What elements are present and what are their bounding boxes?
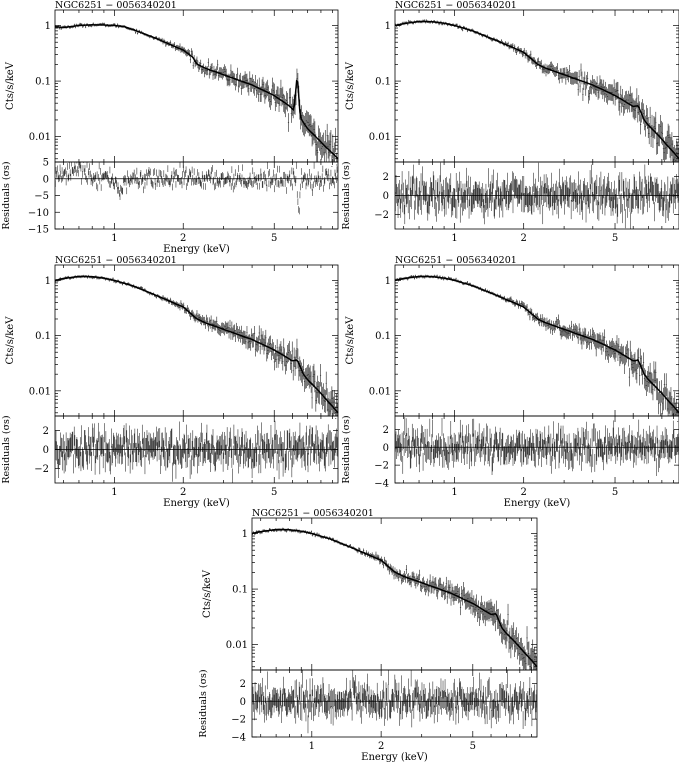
y-axis-label: Cts/s/keV (5, 61, 16, 110)
x-tick-label: 2 (520, 233, 526, 244)
y-tick-label: 0.1 (35, 331, 51, 342)
residual-y-axis-label: Residuals (σs) (1, 415, 12, 483)
residual-y-tick-label: −2 (374, 210, 389, 221)
model-curve (54, 24, 339, 160)
residual-y-axis-label: Residuals (σs) (341, 161, 352, 229)
panel-title: NGC6251 − 0056340201 (395, 0, 517, 11)
y-tick-label: 0.1 (375, 77, 391, 88)
main-axes-frame (394, 9, 679, 163)
data-points (54, 274, 339, 419)
x-axis: 1 2 5 (403, 10, 674, 244)
panel-title: NGC6251 − 0056340201 (395, 255, 517, 266)
x-tick-label: 5 (612, 233, 618, 244)
residual-y-tick-label: 0 (43, 174, 49, 185)
x-tick-label: 5 (271, 487, 277, 498)
x-axis: 1 2 5 (403, 265, 674, 498)
residual-y-tick-label: 2 (43, 426, 49, 437)
y-axis-label: Cts/s/keV (345, 61, 356, 110)
residual-y-tick-label: 2 (383, 172, 389, 183)
residual-y-axis: 5 0 −5 −10 −15 (28, 158, 338, 236)
y-tick-label: 1 (385, 21, 391, 32)
x-tick-label: 1 (111, 233, 117, 244)
y-tick-label: 0.01 (29, 386, 51, 397)
residual-points (55, 420, 338, 483)
residual-y-tick-label: 2 (383, 425, 389, 436)
y-tick-label: 0.01 (369, 386, 391, 397)
residual-y-axis-label: Residuals (σs) (1, 161, 12, 229)
model-curve (394, 275, 679, 414)
residual-y-tick-label: 0 (383, 191, 389, 202)
x-tick-label: 1 (451, 233, 457, 244)
data-points (394, 19, 679, 162)
y-tick-label: 1 (45, 21, 51, 32)
x-tick-label: 1 (451, 487, 457, 498)
residual-y-tick-label: 0 (383, 443, 389, 454)
x-axis-label: Energy (keV) (163, 244, 230, 255)
residual-y-tick-label: −5 (34, 191, 49, 202)
y-axis: 1 0.1 0.01 (369, 276, 679, 414)
x-tick-label: 2 (180, 487, 186, 498)
x-tick-label: 2 (180, 233, 186, 244)
data-points (394, 274, 679, 422)
y-axis: 1 0.1 0.01 (29, 21, 338, 160)
y-axis: 1 0.1 0.01 (369, 21, 679, 160)
y-tick-label: 0.01 (369, 132, 391, 143)
residual-points (395, 416, 679, 476)
x-axis-label: Energy (keV) (504, 498, 571, 509)
panel-2: 1 0.1 0.01 1 2 5 2 0 −2 NGC6251 − 0056340201 Cts/s… (341, 0, 679, 244)
panel-title: NGC6251 − 0056340201 (55, 0, 177, 11)
y-axis-label: Cts/s/keV (5, 316, 16, 365)
x-axis-label: Energy (keV) (163, 498, 230, 509)
x-tick-label: 5 (612, 487, 618, 498)
main-axes-frame (54, 264, 339, 417)
main-axes-frame (394, 264, 679, 417)
panel-1: 1 0.1 0.01 1 2 5 5 0 −5 −10 −15 NGC6251 − 005634020… (1, 0, 339, 255)
x-tick-label: 1 (111, 487, 117, 498)
panel-4: 1 0.1 0.01 1 2 5 2 0 −2 −4 NGC6251 − 0056340201 Cts… (341, 255, 679, 509)
residual-y-axis-label: Residuals (σs) (341, 415, 352, 483)
residual-y-axis: 2 0 −2 −4 (374, 425, 679, 490)
y-tick-label: 0.1 (35, 77, 51, 88)
panel-3: 1 0.1 0.01 1 2 5 2 0 −2 NGC6251 − 0056340201 Cts/s… (1, 255, 339, 509)
residual-y-tick-label: −4 (374, 479, 389, 490)
residual-y-axis: 2 0 −2 (34, 426, 338, 475)
residual-y-tick-label: 0 (43, 445, 49, 456)
x-axis: 1 2 5 (63, 265, 333, 498)
y-axis-label: Cts/s/keV (345, 316, 356, 365)
model-curve (394, 20, 679, 160)
y-tick-label: 0.1 (375, 331, 391, 342)
x-axis: 1 2 5 (63, 10, 333, 244)
residual-y-tick-label: 5 (43, 158, 49, 169)
residual-y-tick-label: −10 (28, 208, 49, 219)
panel-title: NGC6251 − 0056340201 (55, 255, 177, 266)
residual-axes-frame (394, 415, 679, 484)
data-points (251, 527, 538, 670)
residual-points (55, 162, 338, 215)
residual-y-tick-label: −15 (28, 225, 49, 236)
y-tick-label: 0.01 (29, 132, 51, 143)
model-curve (54, 275, 339, 414)
residual-y-axis: 2 0 −2 (374, 172, 679, 221)
x-tick-label: 5 (271, 233, 277, 244)
residual-y-tick-label: −2 (374, 461, 389, 472)
residual-y-tick-label: −2 (34, 464, 49, 475)
y-tick-label: 1 (385, 276, 391, 287)
y-axis: 1 0.1 0.01 (29, 276, 338, 414)
residual-axes-frame (54, 161, 339, 230)
x-tick-label: 2 (520, 487, 526, 498)
y-tick-label: 1 (45, 276, 51, 287)
